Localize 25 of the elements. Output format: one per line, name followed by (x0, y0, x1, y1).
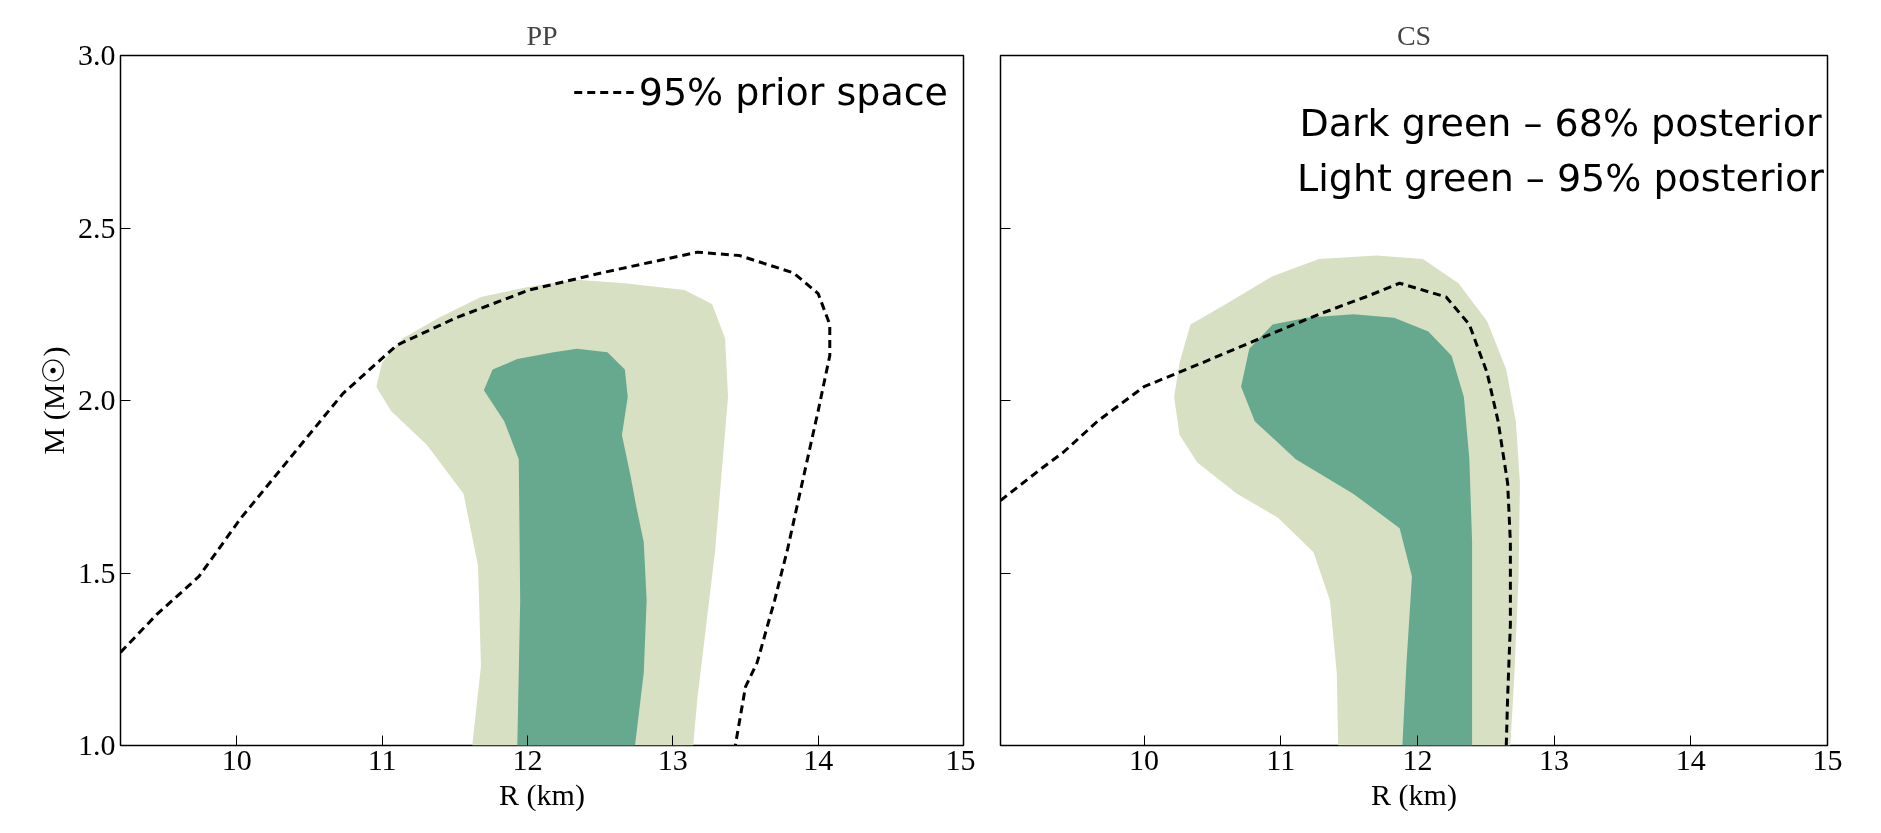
x-tick-label: 12 (512, 742, 543, 776)
y-tick-label: 2.5 (78, 210, 116, 244)
chart-title: CS (1396, 19, 1432, 51)
y-tick-label: 1.5 (78, 555, 116, 589)
y-tick-label: 1.0 (78, 728, 116, 761)
x-tick-label: 15 (945, 742, 976, 776)
x-tick-label: 15 (1812, 742, 1843, 776)
x-tick-label: 14 (803, 742, 834, 776)
annotation: Light green – 95% posterior (1297, 155, 1825, 200)
x-tick-label: 10 (1129, 742, 1160, 776)
x-tick-label: 10 (221, 742, 252, 776)
x-tick-label: 12 (1402, 742, 1433, 776)
y-tick-label: 3.0 (78, 38, 116, 71)
y-axis-title: M (M☉) (37, 346, 71, 455)
legend-label: 95% prior space (638, 70, 948, 114)
x-tick-label: 14 (1675, 742, 1706, 776)
x-axis-title: R (km) (499, 777, 585, 812)
y-tick-label: 2.0 (78, 383, 116, 416)
x-axis-title: R (km) (1371, 777, 1457, 812)
x-tick-label: 13 (1539, 742, 1570, 776)
annotation: Dark green – 68% posterior (1299, 100, 1822, 145)
x-tick-label: 11 (367, 742, 397, 776)
x-tick-label: 11 (1266, 742, 1296, 776)
x-tick-label: 13 (657, 742, 688, 776)
chart-title: PP (526, 19, 558, 51)
